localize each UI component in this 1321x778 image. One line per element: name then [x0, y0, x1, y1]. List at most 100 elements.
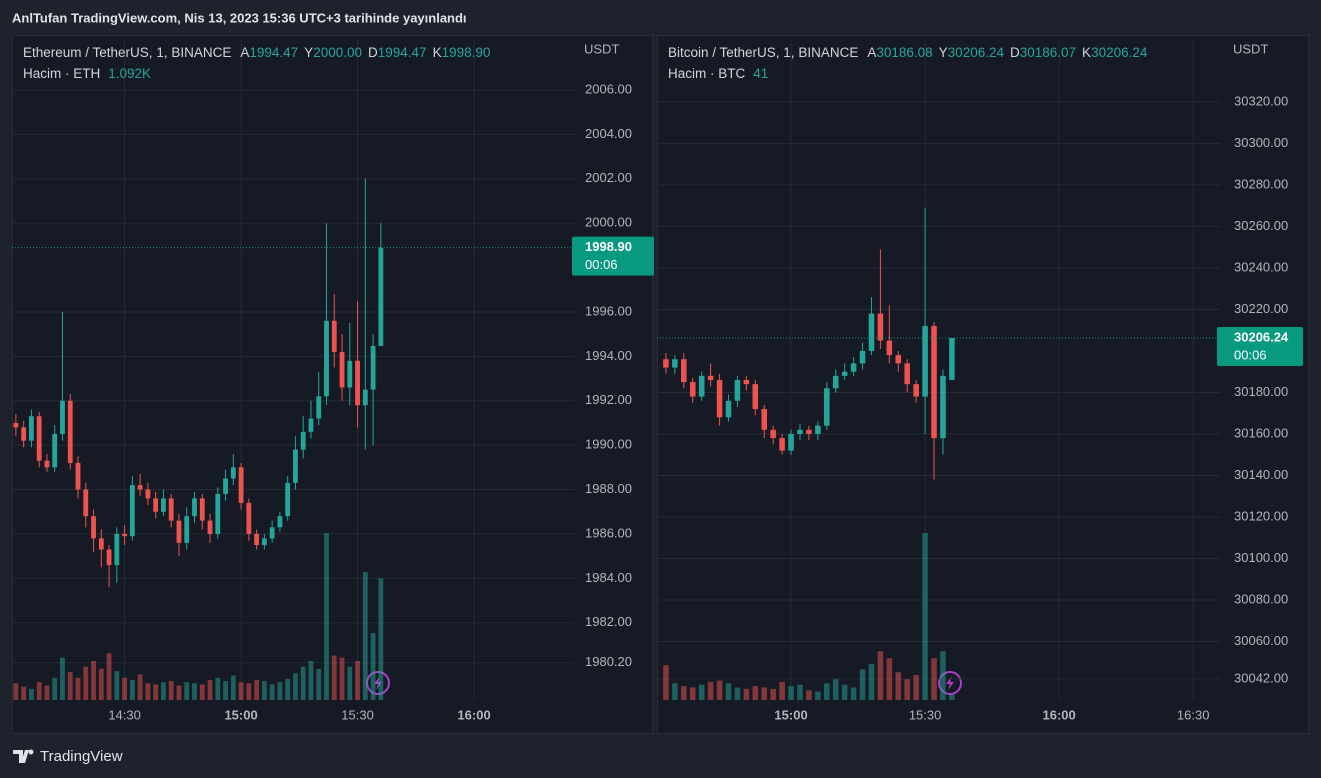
candle-body [832, 375, 839, 389]
volume-bar [806, 690, 812, 700]
candle-body [293, 449, 298, 483]
volume-bar [106, 653, 112, 700]
candle-body [215, 493, 221, 534]
candle-body [75, 462, 81, 490]
header: AnlTufan TradingView.com, Nis 13, 2023 1… [12, 10, 467, 25]
y-tick-label: 2002.00 [585, 170, 632, 185]
symbol-title: Bitcoin / TetherUS, 1, BINANCE [668, 45, 858, 60]
volume-bar [21, 686, 27, 700]
volume-bar [841, 684, 848, 700]
candle-body [277, 516, 283, 528]
candle-body [129, 485, 135, 537]
y-tick-label: 30320.00 [1234, 93, 1288, 108]
candle-body [779, 438, 785, 451]
volume-bar [698, 684, 705, 700]
y-tick-label: 1988.00 [585, 481, 632, 496]
volume-bar [707, 681, 714, 700]
volume-bar [176, 685, 182, 700]
y-tick-label: 1980.20 [585, 654, 632, 669]
volume-bar [153, 684, 159, 700]
alert-icon[interactable] [366, 671, 390, 695]
logo-mark [13, 750, 29, 763]
candle-body [285, 482, 291, 517]
legend-value: 1998.90 [442, 45, 491, 60]
candle-body [83, 489, 89, 517]
candle-body [223, 478, 228, 494]
footer-text: TradingView [40, 748, 123, 765]
candle-body [254, 533, 260, 546]
candle-body [788, 433, 794, 451]
candle-body [230, 467, 236, 479]
y-tick-label: 1992.00 [585, 392, 632, 407]
volume-bar [122, 677, 128, 700]
volume-bar [44, 685, 50, 700]
countdown: 00:06 [1234, 347, 1267, 362]
candle-body [347, 360, 353, 388]
volume-bar [370, 633, 376, 700]
volume-bar [672, 683, 678, 700]
volume-bar [269, 684, 275, 700]
volume-bar [877, 651, 884, 700]
volume-bar [29, 688, 34, 700]
volume-bar [734, 687, 741, 700]
legend-value: 1994.47 [378, 45, 427, 60]
volume-bar [940, 651, 946, 700]
volume-bar [752, 686, 759, 700]
volume-bar [83, 666, 89, 700]
currency-label: USDT [584, 41, 619, 56]
volume-bar [145, 683, 151, 700]
volume-bar [886, 658, 893, 700]
candle-body [261, 538, 267, 546]
volume-bar [254, 679, 260, 700]
volume-bar [238, 682, 244, 700]
y-tick-label: 30260.00 [1234, 218, 1288, 233]
candle-body [904, 363, 910, 385]
candle-body [743, 379, 750, 385]
legend-key: D [1010, 45, 1020, 60]
volume-bar [316, 668, 322, 700]
volume-bar [168, 681, 174, 700]
candle-body [44, 460, 50, 468]
volume-bar [725, 683, 732, 700]
volume-bar [663, 665, 669, 700]
y-tick-label: 1986.00 [585, 525, 632, 540]
volume-bar [114, 671, 120, 700]
legend-value: 2000.00 [313, 45, 362, 60]
y-tick-label: 1996.00 [585, 303, 632, 318]
candle-body [246, 502, 252, 534]
volume-bar [75, 677, 81, 700]
candle-body [761, 409, 768, 430]
legend-value: 1994.47 [249, 45, 298, 60]
candle-body [29, 416, 34, 441]
volume-bar [788, 686, 794, 700]
candle-body [308, 418, 314, 432]
volume-legend-line: Hacim · BTC 41 [668, 66, 768, 81]
candle-body [922, 326, 928, 397]
legend-key: A [240, 45, 249, 60]
candle-body [378, 247, 384, 346]
x-tick-label: 16:00 [1043, 707, 1076, 722]
legend-value: 30186.08 [876, 45, 932, 60]
volume-bar [797, 684, 803, 700]
candle-body [877, 313, 884, 341]
volume-bar [184, 682, 190, 700]
candle-body [815, 425, 821, 434]
symbol-title: Ethereum / TetherUS, 1, BINANCE [23, 45, 231, 60]
candle-body [689, 382, 696, 397]
candle-body [192, 498, 197, 517]
last-price-tag [1217, 326, 1303, 366]
x-tick-label: 15:30 [909, 707, 942, 722]
x-tick-label: 16:00 [457, 707, 490, 722]
candle-body [806, 429, 812, 434]
y-tick-label: 2006.00 [585, 81, 632, 96]
volume-bar [913, 674, 919, 700]
candle-body [137, 485, 143, 490]
candles [663, 207, 955, 700]
y-tick-label: 1994.00 [585, 348, 632, 363]
candle-body [60, 400, 65, 435]
legend-key: K [433, 45, 442, 60]
candle-body [199, 498, 205, 521]
candle-body [36, 416, 42, 461]
volume-bar [223, 681, 228, 700]
